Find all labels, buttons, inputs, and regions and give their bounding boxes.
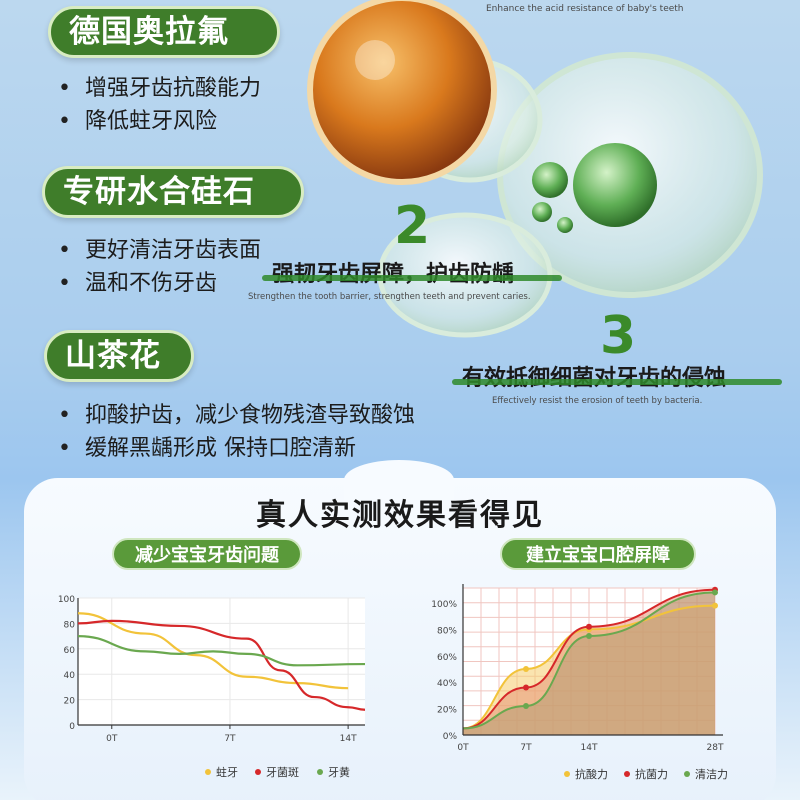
series-line: [77, 619, 366, 711]
x-tick-label: 7T: [224, 734, 236, 744]
section-title-camellia: 山茶花: [44, 330, 194, 382]
legend-label: 牙菌斑: [266, 766, 299, 779]
series-area: [463, 589, 715, 735]
chart2-title: 建立宝宝口腔屏障: [500, 538, 696, 570]
x-tick-label: 0T: [457, 743, 469, 753]
top-caption: Enhance the acid resistance of baby's te…: [486, 4, 684, 14]
data-point: [586, 633, 592, 639]
chart1-title: 减少宝宝牙齿问题: [112, 538, 302, 570]
y-tick-label: 80: [64, 620, 76, 630]
legend-marker: [564, 771, 570, 777]
claim-number: 2: [394, 196, 431, 256]
legend-marker: [205, 769, 211, 775]
y-tick-label: 0%: [443, 732, 458, 742]
series-line: [462, 591, 716, 730]
legend-label: 牙黄: [328, 765, 350, 779]
claim-english: Strengthen the tooth barrier, strengthen…: [248, 292, 531, 302]
series-line: [462, 604, 716, 730]
results-title: 真人实测效果看得见: [256, 498, 544, 533]
y-tick-label: 0: [69, 722, 75, 732]
x-tick-label: 14T: [340, 734, 357, 744]
chart2-area-chart: 0% 20% 40% 60% 80% 100% 0T 7T 14T 28T 抗酸力 抗菌力 清洁力: [431, 584, 728, 781]
bullet-item: 增强牙齿抗酸能力: [58, 70, 261, 102]
y-tick-label: 40%: [437, 679, 457, 689]
data-point: [523, 666, 529, 672]
y-tick-label: 20%: [437, 706, 457, 716]
claim-number: 3: [600, 306, 637, 366]
bullet-item: 更好清洁牙齿表面: [58, 232, 261, 264]
claim-text: 有效抵御细菌对牙齿的侵蚀: [462, 360, 726, 392]
x-tick-label: 14T: [581, 743, 598, 753]
legend-marker: [624, 771, 630, 777]
chart1-line-chart: 0 20 40 60 80 100 0T 7T 14T 蛀牙 牙菌斑 牙黄: [58, 595, 366, 779]
claim-english: Effectively resist the erosion of teeth …: [492, 396, 703, 406]
legend-marker: [317, 769, 323, 775]
legend-marker: [255, 769, 261, 775]
data-point: [712, 602, 718, 609]
bullet-item: 降低蛀牙风险: [58, 103, 217, 135]
x-tick-label: 7T: [520, 743, 532, 753]
y-tick-label: 40: [64, 671, 76, 681]
legend-label: 抗菌力: [635, 767, 668, 781]
data-point: [712, 589, 718, 596]
series-area: [463, 592, 715, 735]
series-line: [77, 635, 366, 667]
data-point: [523, 702, 529, 709]
series-line: [462, 588, 716, 730]
claim-text: 强韧牙齿屏障，护齿防龋: [272, 256, 514, 288]
data-point: [586, 623, 592, 630]
legend-label: 清洁力: [695, 768, 728, 781]
data-point: [523, 684, 529, 691]
plot-area: [78, 598, 365, 725]
y-tick-label: 100%: [431, 600, 457, 610]
product-bubbles-illustration: [307, 0, 763, 338]
claim-underline: [452, 379, 782, 385]
claim-underline: [262, 275, 562, 281]
y-tick-label: 20: [64, 697, 76, 707]
bullet-item: 抑酸护齿，减少食物残渣导致酸蚀: [58, 397, 415, 429]
x-tick-label: 28T: [707, 743, 724, 753]
bullet-item: 温和不伤牙齿: [58, 265, 217, 297]
section-title-aura-fluoride: 德国奥拉氟: [48, 6, 280, 58]
y-tick-label: 60%: [437, 653, 457, 663]
y-tick-label: 80%: [437, 626, 457, 636]
x-tick-label: 0T: [106, 734, 118, 744]
bullet-item: 缓解黑龋形成 保持口腔清新: [58, 430, 356, 462]
section-title-hydrated-silica: 专研水合硅石: [42, 166, 304, 218]
y-tick-label: 60: [64, 646, 76, 656]
legend-marker: [684, 771, 690, 777]
legend-label: 抗酸力: [575, 767, 608, 781]
y-tick-label: 100: [58, 595, 75, 605]
legend-label: 蛀牙: [216, 766, 238, 779]
